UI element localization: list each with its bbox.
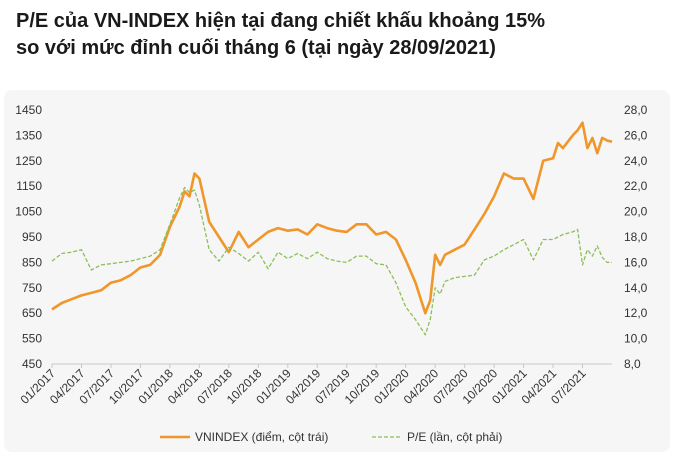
y-left-tick-label: 450	[22, 357, 42, 371]
y-left-tick-label: 1450	[15, 103, 42, 117]
y-left-tick-label: 650	[22, 306, 42, 320]
y-right-tick-label: 18,0	[624, 230, 648, 244]
y-right-tick-label: 28,0	[624, 103, 648, 117]
y-left-tick-label: 1250	[15, 154, 42, 168]
legend-vnindex-label: VNINDEX (điểm, cột trái)	[195, 430, 328, 444]
y-left-tick-label: 550	[22, 332, 42, 346]
legend-pe-label: P/E (lần, cột phải)	[407, 430, 502, 444]
y-right-tick-label: 26,0	[624, 128, 648, 142]
y-right-tick-label: 10,0	[624, 332, 648, 346]
y-left-tick-label: 1050	[15, 205, 42, 219]
chart-panel	[4, 90, 670, 452]
y-right-tick-label: 16,0	[624, 255, 648, 269]
y-left-tick-label: 1150	[16, 179, 42, 193]
chart-title: P/E của VN-INDEX hiện tại đang chiết khấ…	[16, 8, 666, 62]
title-line-2: so với mức đỉnh cuối tháng 6 (tại ngày 2…	[16, 37, 496, 59]
y-right-tick-label: 24,0	[624, 154, 648, 168]
y-left-tick-label: 750	[22, 281, 42, 295]
y-right-tick-label: 20,0	[624, 205, 648, 219]
y-left-tick-label: 850	[22, 255, 42, 269]
y-right-tick-label: 8,0	[624, 357, 641, 371]
pe-series-line	[51, 186, 612, 336]
y-right-tick-label: 22,0	[624, 179, 648, 193]
y-left-tick-label: 950	[22, 230, 42, 244]
y-right-tick-label: 12,0	[624, 306, 648, 320]
y-right-tick-label: 14,0	[624, 281, 648, 295]
y-left-tick-label: 1350	[15, 128, 42, 142]
vnindex-series-line	[51, 121, 613, 315]
title-line-1: P/E của VN-INDEX hiện tại đang chiết khấ…	[16, 10, 546, 32]
